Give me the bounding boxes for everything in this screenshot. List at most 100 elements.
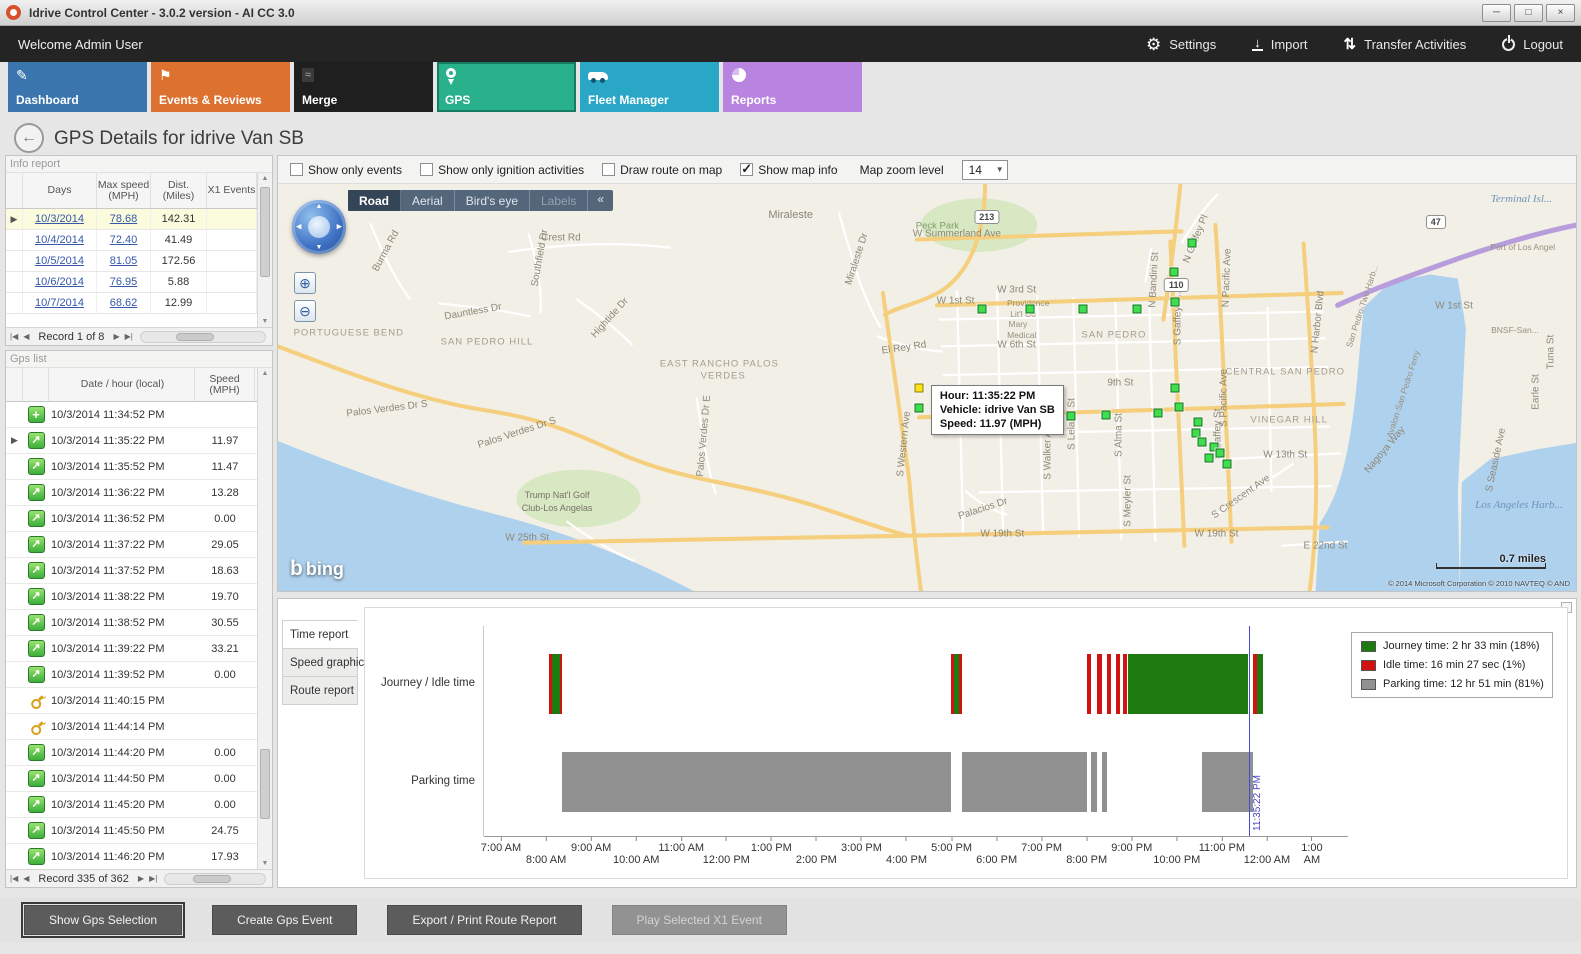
gps-list-row[interactable]: 10/3/2014 11:44:14 PM xyxy=(6,714,257,740)
gps-list-row[interactable]: 10/3/2014 11:37:52 PM 18.63 xyxy=(6,558,257,584)
gps-marker[interactable] xyxy=(1191,428,1201,438)
zoom-in-button[interactable]: ⊕ xyxy=(294,272,316,294)
tab-route-report[interactable]: Route report xyxy=(282,676,358,705)
max-speed-link[interactable]: 81.05 xyxy=(109,255,138,267)
checkbox-icon[interactable] xyxy=(740,161,754,177)
gps-marker[interactable] xyxy=(1187,238,1197,248)
tab-fleet-manager[interactable]: Fleet Manager xyxy=(580,62,719,112)
gps-marker[interactable] xyxy=(1132,304,1142,314)
gps-list-row[interactable]: 10/3/2014 11:39:22 PM 33.21 xyxy=(6,636,257,662)
col-date-hour[interactable]: Date / hour (local) xyxy=(49,368,195,401)
gps-list-row[interactable]: 10/3/2014 11:45:50 PM 24.75 xyxy=(6,818,257,844)
map-view-labels[interactable]: Labels xyxy=(530,190,589,211)
gps-marker[interactable] xyxy=(1222,459,1232,469)
day-link[interactable]: 10/7/2014 xyxy=(35,297,84,309)
tab-events-reviews[interactable]: ⚑ Events & Reviews xyxy=(151,62,290,112)
map-option-checkbox[interactable]: Show only events xyxy=(290,163,402,177)
transfer-activities-button[interactable]: ⇅ Transfer Activities xyxy=(1344,35,1467,53)
gps-list-row[interactable]: 10/3/2014 11:44:50 PM 0.00 xyxy=(6,766,257,792)
gps-marker[interactable] xyxy=(1170,297,1180,307)
scrollbar-thumb[interactable] xyxy=(260,748,270,819)
collapse-map-bar-icon[interactable]: « xyxy=(597,192,605,206)
tab-gps[interactable]: GPS xyxy=(437,62,576,112)
gps-list-row[interactable]: ▶ 10/3/2014 11:35:22 PM 11.97 xyxy=(6,428,257,454)
import-button[interactable]: ↓ Import xyxy=(1252,36,1308,52)
last-record-button[interactable]: ▶| xyxy=(149,874,158,883)
gps-list-row[interactable]: 10/3/2014 11:36:52 PM 0.00 xyxy=(6,506,257,532)
info-report-hscrollbar[interactable] xyxy=(139,330,266,343)
gps-list-row[interactable]: 10/3/2014 11:38:52 PM 30.55 xyxy=(6,610,257,636)
scroll-up-icon[interactable]: ▲ xyxy=(261,370,269,377)
gps-list-row[interactable]: 10/3/2014 11:46:20 PM 17.93 xyxy=(6,844,257,870)
gps-marker[interactable] xyxy=(914,403,924,413)
gps-list-row[interactable]: 10/3/2014 11:40:15 PM xyxy=(6,688,257,714)
map-zoom-dropdown[interactable]: 14 ▼ xyxy=(961,159,1008,180)
info-report-row[interactable]: ▶ 10/3/2014 78.68 142.31 xyxy=(6,209,257,230)
first-record-button[interactable]: |◀ xyxy=(10,332,19,341)
last-record-button[interactable]: ▶| xyxy=(124,332,133,341)
checkbox-icon[interactable] xyxy=(290,163,303,176)
gps-marker[interactable] xyxy=(1170,383,1180,392)
hscroll-thumb[interactable] xyxy=(193,874,232,883)
map-option-checkbox[interactable]: Show only ignition activities xyxy=(420,163,584,177)
tab-time-report[interactable]: Time report xyxy=(282,620,358,649)
day-link[interactable]: 10/3/2014 xyxy=(35,213,84,225)
info-report-vscrollbar[interactable]: ▲ ▼ xyxy=(257,173,272,327)
scrollbar-thumb[interactable] xyxy=(260,187,270,277)
max-speed-link[interactable]: 76.95 xyxy=(109,276,138,288)
info-report-row[interactable]: 10/7/2014 68.62 12.99 xyxy=(6,293,257,314)
gps-list-row[interactable]: 10/3/2014 11:34:52 PM xyxy=(6,402,257,428)
export-print-route-report-button[interactable]: Export / Print Route Report xyxy=(387,905,582,935)
day-link[interactable]: 10/6/2014 xyxy=(35,276,84,288)
gps-marker[interactable] xyxy=(1078,304,1088,314)
pan-east-icon[interactable]: ▶ xyxy=(336,223,342,231)
show-gps-selection-button[interactable]: Show Gps Selection xyxy=(20,902,186,938)
gps-marker[interactable] xyxy=(1169,267,1179,277)
gps-marker[interactable] xyxy=(1153,408,1163,418)
settings-button[interactable]: ⚙ Settings xyxy=(1146,36,1216,53)
first-record-button[interactable]: |◀ xyxy=(10,874,19,883)
gps-list-vscrollbar[interactable]: ▲ ▼ xyxy=(257,368,272,869)
tab-merge[interactable]: ≈ Merge xyxy=(294,62,433,112)
day-link[interactable]: 10/4/2014 xyxy=(35,234,84,246)
scroll-up-icon[interactable]: ▲ xyxy=(261,175,269,182)
scroll-down-icon[interactable]: ▼ xyxy=(261,860,269,867)
maximize-button[interactable]: □ xyxy=(1514,3,1543,22)
gps-marker[interactable] xyxy=(1215,448,1225,458)
create-gps-event-button[interactable]: Create Gps Event xyxy=(212,905,358,935)
gps-marker[interactable] xyxy=(1174,402,1184,412)
pan-south-icon[interactable]: ▼ xyxy=(315,244,323,251)
minimize-button[interactable]: ─ xyxy=(1482,3,1511,22)
gps-list-row[interactable]: 10/3/2014 11:39:52 PM 0.00 xyxy=(6,662,257,688)
scroll-down-icon[interactable]: ▼ xyxy=(261,318,269,325)
map-view-birdseye[interactable]: Bird's eye xyxy=(455,190,530,211)
prev-record-button[interactable]: ◀ xyxy=(23,874,30,883)
map-option-checkbox[interactable]: Draw route on map xyxy=(602,163,722,177)
info-report-row[interactable]: 10/5/2014 81.05 172.56 xyxy=(6,251,257,272)
gps-list-row[interactable]: 10/3/2014 11:37:22 PM 29.05 xyxy=(6,532,257,558)
map-view-aerial[interactable]: Aerial xyxy=(401,190,455,211)
gps-list-row[interactable]: 10/3/2014 11:45:20 PM 0.00 xyxy=(6,792,257,818)
gps-marker[interactable] xyxy=(1197,437,1207,447)
max-speed-link[interactable]: 68.62 xyxy=(109,297,138,309)
col-speed[interactable]: Speed (MPH) xyxy=(195,368,255,401)
gps-list-row[interactable]: 10/3/2014 11:38:22 PM 19.70 xyxy=(6,584,257,610)
checkbox-icon[interactable] xyxy=(420,163,434,176)
gps-list-row[interactable]: 10/3/2014 11:36:22 PM 13.28 xyxy=(6,480,257,506)
gps-list-hscrollbar[interactable] xyxy=(164,872,266,885)
close-button[interactable]: × xyxy=(1546,3,1575,22)
hscroll-thumb[interactable] xyxy=(175,332,214,341)
gps-list-row[interactable]: 10/3/2014 11:44:20 PM 0.00 xyxy=(6,740,257,766)
gps-marker[interactable] xyxy=(1204,453,1214,462)
pan-north-icon[interactable]: ▲ xyxy=(315,203,323,210)
col-x1-events[interactable]: X1 Events xyxy=(207,173,257,208)
col-days[interactable]: Days xyxy=(23,173,97,208)
back-button[interactable]: ← xyxy=(14,123,44,153)
gps-marker[interactable] xyxy=(1025,304,1035,314)
gps-marker[interactable] xyxy=(1066,411,1076,421)
tab-reports[interactable]: Reports xyxy=(723,62,862,112)
zoom-out-button[interactable]: ⊖ xyxy=(294,300,316,322)
checkbox-icon[interactable] xyxy=(602,163,616,176)
tab-speed-graphic[interactable]: Speed graphic xyxy=(282,648,364,677)
info-report-row[interactable]: 10/6/2014 76.95 5.88 xyxy=(6,272,257,293)
